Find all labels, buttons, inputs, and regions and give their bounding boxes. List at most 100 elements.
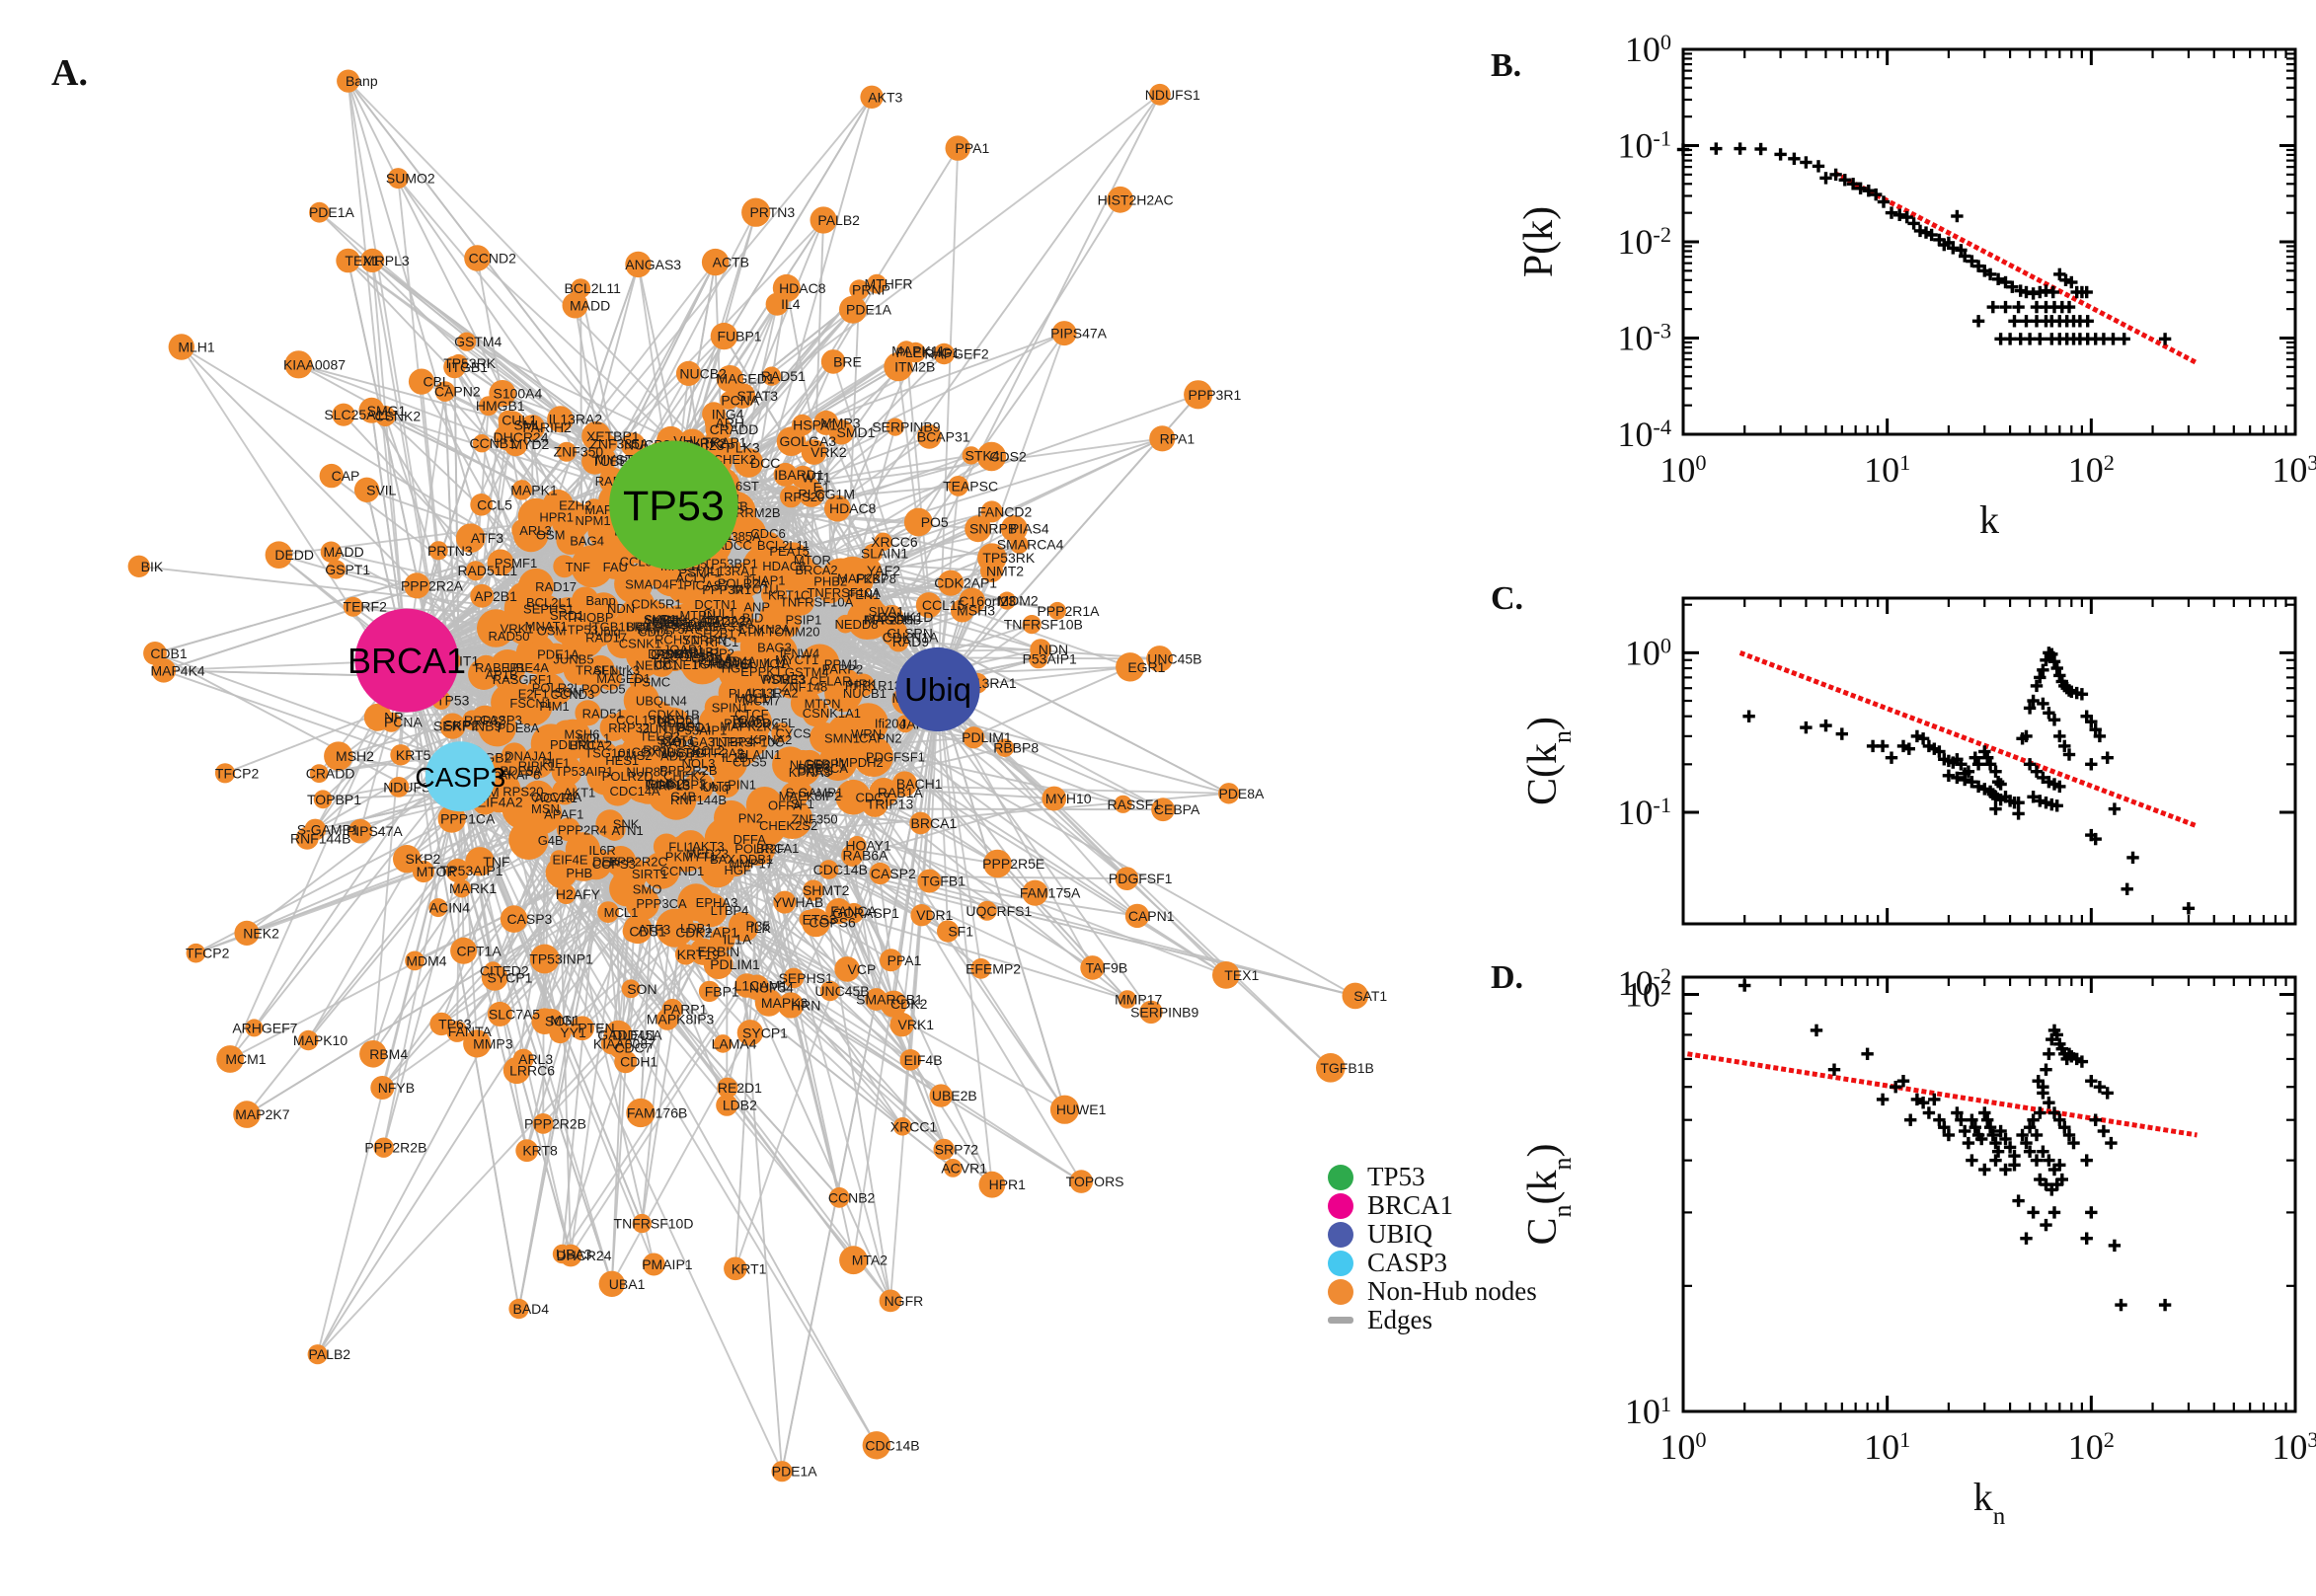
network-node-label: PIPS47A	[1050, 326, 1107, 342]
network-node-label: SERPINB9	[1130, 1004, 1198, 1020]
hub-label: TP53	[623, 483, 725, 530]
network-node-label: SF1	[791, 797, 814, 811]
network-node-label: S100A4	[493, 386, 542, 402]
network-node-label: BRE	[833, 353, 862, 369]
network-node-label: MAPK10	[293, 1032, 347, 1048]
tick-label: 10-3	[1617, 318, 1671, 358]
network-node-label: NEK2	[243, 925, 279, 941]
network-node-label: PPP3R1	[702, 582, 751, 597]
network-node-label: ILK	[750, 920, 772, 936]
network-node-label: RAD17	[535, 579, 577, 594]
network-node-label: TP53INP1	[529, 951, 593, 967]
network-node-label: UNC45B	[814, 983, 869, 999]
network-node-label: CDB1	[150, 646, 188, 661]
network-node-label: VRK1	[501, 622, 534, 637]
network-node-label: CDC14B	[813, 862, 868, 877]
network-node-label: UBA3	[556, 1247, 592, 1262]
network-node-label: HUWE1	[1056, 1102, 1107, 1117]
network-node-label: PMS2	[617, 748, 652, 763]
network-node-label: CDC14B	[865, 1437, 919, 1453]
network-node-label: ARHGEF7	[232, 1020, 297, 1035]
network-node-label: NDUFS1	[1145, 87, 1200, 103]
network-node-label: PPP1CA	[440, 811, 496, 827]
network-node-label: SRP72	[935, 1141, 979, 1157]
network-node-label: PPP2R2A	[401, 577, 464, 593]
network-node-label: NPM1	[575, 513, 610, 528]
network-node-label: EFEMP2	[965, 960, 1021, 976]
network-node-label: TFCP2	[215, 765, 260, 781]
tick-label: 101	[1864, 1427, 1910, 1468]
legend-label-ubiq: UBIQ	[1367, 1219, 1432, 1250]
network-node-label: AKT3	[868, 89, 902, 105]
network-node-label: TERF2	[344, 599, 388, 615]
tick-label: 102	[2068, 1427, 2115, 1468]
network-node-label: RE2D1	[718, 1080, 762, 1096]
network-node-label: KRT8	[522, 1143, 558, 1159]
network-node-label: PN2	[738, 811, 763, 826]
hub-node-ubiq[interactable]: Ubiq	[895, 647, 979, 731]
network-node-label: SNK	[613, 817, 640, 832]
network-node-label: MTA2	[852, 1253, 888, 1268]
network-node-label: XRCC1	[890, 1118, 938, 1134]
network-node-label: PSIP1	[785, 612, 821, 627]
network-node-label: UBQLN4	[636, 694, 687, 709]
network-node-label: CEBPA	[1154, 801, 1200, 817]
hub-node-tp53[interactable]: TP53	[609, 441, 738, 570]
network-graph[interactable]: TP53BRCA1UbiqCASP3MAGED1CDC14AARL3TAF9BB…	[0, 0, 1481, 1591]
plot-frame	[1683, 49, 2295, 434]
network-node-label: ATF3	[471, 530, 503, 546]
network-node-label: PIPS47A	[347, 823, 403, 839]
network-node-label: DHCR24	[493, 429, 548, 445]
network-node-label: PDE1A	[309, 204, 355, 220]
network-node-label: PDLIM1	[550, 737, 596, 752]
network-node-label: NMT2	[986, 564, 1024, 579]
network-node-label: MAGOH	[865, 613, 913, 628]
network-node-label: VDR1	[916, 907, 954, 923]
network-node-label: ZNF350	[792, 812, 838, 827]
network-node-label: RBM4	[369, 1046, 408, 1062]
network-node-label: RAD51	[582, 706, 624, 721]
network-node-label: H2AFY	[556, 886, 601, 902]
network-node-label: BAG4	[570, 533, 604, 548]
network-node-label: TOPBP1	[307, 792, 361, 807]
network-node-label: MAGED1	[596, 671, 651, 686]
network-node-label: LRRC6	[509, 1063, 555, 1079]
network-node-label: SLAIN1	[861, 545, 908, 561]
network-node-label: ACIN4	[429, 900, 470, 916]
network-node-label: PPP2R5E	[982, 856, 1044, 872]
network-node-label: TNFRSF10A	[780, 595, 854, 610]
network-node-label: PDE8A	[1218, 786, 1265, 801]
network-node-label: CCND1	[660, 864, 705, 878]
network-node-label: PARP1	[663, 1002, 708, 1018]
panel-d-label: D.	[1491, 959, 1523, 997]
legend-label-casp3: CASP3	[1367, 1248, 1447, 1278]
network-node-label: HRN	[791, 998, 820, 1014]
network-node-label: PPP2R2B	[524, 1115, 586, 1131]
network-node-label: PLK3	[726, 440, 759, 456]
network-node-label: VCP	[848, 961, 877, 977]
network-node-label: EZH2	[559, 497, 591, 512]
legend-label-tp53: TP53	[1367, 1162, 1426, 1192]
tick-label: 100	[1660, 450, 1706, 491]
network-node-label: TEX1	[1224, 967, 1259, 983]
network-node-label: SUMO2	[386, 171, 435, 187]
tick-label: 10-1	[1617, 793, 1671, 833]
network-node-label: LDB2	[723, 1098, 757, 1113]
network-node-label: SHMT2	[803, 882, 850, 898]
y-axis-title: P(k)	[1516, 206, 1562, 277]
legend-label-edges: Edges	[1367, 1305, 1432, 1335]
hub-label: Ubiq	[904, 671, 971, 708]
network-node-label: PPP2R4	[558, 822, 607, 837]
network-node-label: FANCD2	[977, 503, 1032, 519]
network-node-label: KRT5	[396, 747, 431, 763]
network-node-label: TAF9B	[1086, 959, 1128, 975]
network-node-label: CAP	[332, 468, 360, 484]
network-node-label: KRT1	[732, 1260, 767, 1276]
network-node-label: MMP3	[473, 1035, 513, 1051]
network-node-label: DFFA	[733, 832, 767, 847]
network-node-label: SNRPB	[969, 521, 1017, 537]
